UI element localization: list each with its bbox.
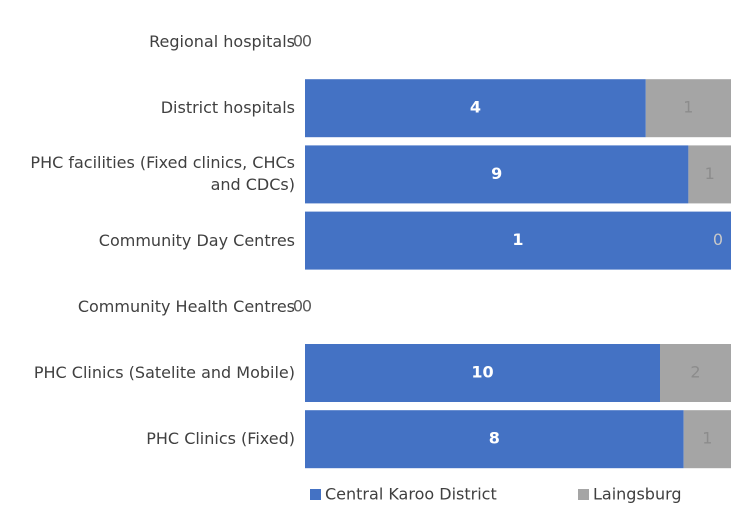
data-label: 4 (470, 98, 481, 117)
data-label: 1 (683, 98, 693, 117)
data-label: 1 (702, 429, 712, 448)
bar-segment (305, 211, 731, 270)
data-label: 9 (491, 164, 502, 183)
data-label: 0 (302, 296, 312, 315)
data-label: 1 (512, 230, 523, 249)
bar-segment (683, 410, 731, 469)
category-label: Regional hospitals (149, 32, 295, 51)
legend-label: Laingsburg (593, 485, 682, 504)
bar-segment (660, 344, 731, 402)
legend-swatch (310, 489, 321, 500)
bar-segment (305, 145, 689, 204)
bar-segment (305, 79, 646, 138)
category-label: PHC Clinics (Fixed) (146, 429, 295, 449)
data-label: 0 (302, 32, 312, 51)
bar-segment (305, 344, 660, 402)
data-label: 8 (489, 429, 500, 448)
bar-segment (645, 79, 731, 138)
data-label: 1 (705, 164, 715, 183)
bar-segment (305, 410, 684, 469)
data-label: 0 (293, 296, 303, 315)
data-label: 2 (690, 363, 700, 382)
legend-label: Central Karoo District (325, 485, 497, 504)
category-label: Community Health Centres (77, 296, 295, 316)
category-label: District hospitals (160, 98, 295, 118)
data-label: 0 (713, 230, 723, 249)
data-label: 10 (471, 363, 493, 382)
data-label: 0 (293, 32, 303, 51)
bar-segment (688, 145, 731, 204)
category-label: PHC facilities (Fixed clinics, CHCs and … (30, 153, 295, 195)
legend-swatch (578, 489, 589, 500)
category-label: PHC Clinics (Satelite and Mobile) (33, 363, 295, 382)
category-label: Community Day Centres (98, 230, 295, 250)
